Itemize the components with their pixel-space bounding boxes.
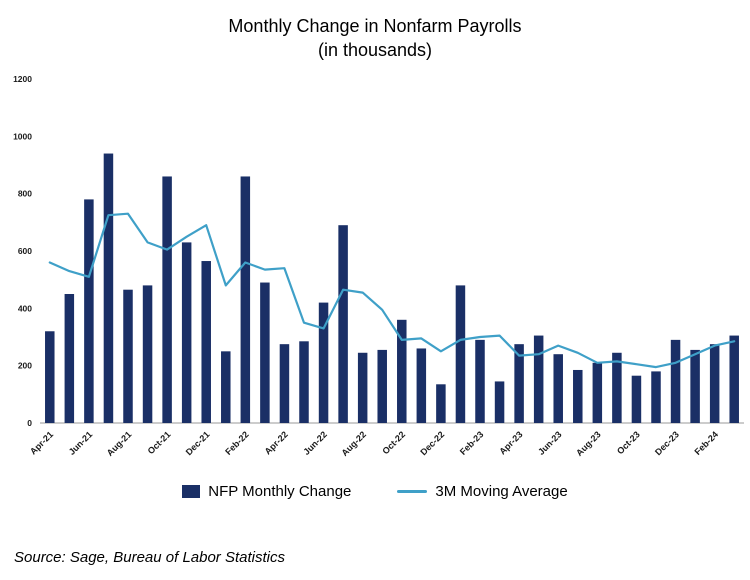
bar — [260, 282, 270, 423]
bar — [436, 383, 446, 423]
bar — [416, 348, 427, 423]
chart-title-block: Monthly Change in Nonfarm Payrolls (in t… — [0, 0, 750, 63]
bar — [651, 370, 661, 423]
moving-average-line — [48, 212, 736, 368]
bar — [181, 241, 192, 423]
bar — [631, 375, 642, 423]
x-tick-label: Jun-22 — [301, 429, 329, 457]
y-tick-label: 400 — [18, 303, 32, 313]
bar — [103, 153, 114, 423]
bar — [514, 343, 524, 423]
y-tick-label: 600 — [18, 246, 32, 256]
chart-subtitle: (in thousands) — [317, 40, 433, 61]
source-note: Source: Sage, Bureau of Labor Statistics — [14, 549, 285, 566]
x-tick-label: Dec-23 — [653, 429, 681, 457]
x-tick-label: Feb-23 — [458, 429, 486, 457]
x-tick-label: Oct-22 — [380, 429, 407, 456]
y-tick-label: 200 — [18, 360, 32, 370]
legend-item-moving-average: 3M Moving Average — [397, 482, 568, 500]
legend-item-nfp: NFP Monthly Change — [182, 483, 351, 500]
bar — [279, 343, 290, 423]
x-tick-label: Aug-21 — [105, 429, 134, 458]
x-tick-label: Feb-24 — [692, 429, 720, 457]
bar — [709, 343, 720, 423]
bar — [240, 176, 251, 423]
x-tick-label: Apr-23 — [497, 429, 524, 456]
bar-series-swatch-icon — [182, 484, 201, 498]
y-tick-label: 1000 — [13, 131, 32, 141]
x-tick-label: Feb-22 — [223, 429, 251, 457]
x-tick-label: Jun-21 — [67, 429, 95, 457]
legend-label-moving-average: 3M Moving Average — [435, 482, 568, 500]
x-tick-label: Aug-22 — [339, 429, 368, 458]
bar — [201, 260, 211, 423]
bar — [670, 339, 681, 423]
y-tick-label: 1200 — [13, 74, 32, 84]
x-tick-label: Oct-23 — [615, 429, 642, 456]
legend-label-nfp: NFP Monthly Change — [208, 482, 352, 500]
bar — [397, 319, 407, 423]
bar — [142, 284, 153, 423]
chart-title: Monthly Change in Nonfarm Payrolls — [228, 16, 522, 36]
x-tick-label: Apr-22 — [263, 429, 290, 456]
bar — [612, 352, 622, 423]
x-tick-label: Dec-21 — [184, 429, 212, 457]
bar — [123, 289, 133, 423]
bar — [553, 353, 563, 423]
y-tick-label: 0 — [27, 418, 32, 428]
bar — [592, 362, 603, 423]
bar — [64, 293, 75, 423]
bar — [573, 369, 583, 423]
x-tick-label: Jun-23 — [536, 429, 564, 457]
chart-legend: NFP Monthly Change 3M Moving Average — [0, 483, 750, 500]
bar — [338, 224, 348, 423]
bar — [377, 349, 387, 423]
bar — [475, 339, 485, 423]
payrolls-chart: 0 200 400 600 800 1000 1200 Apr-21 Jun-21 Aug-21 O… — [13, 74, 744, 458]
bar — [318, 302, 329, 423]
bar — [162, 176, 172, 423]
bar — [729, 335, 739, 423]
bar — [494, 381, 505, 423]
bar — [299, 340, 309, 423]
bar — [690, 349, 700, 423]
x-tick-label: Dec-22 — [418, 429, 446, 457]
bar — [357, 352, 368, 423]
x-tick-label: Oct-21 — [146, 429, 173, 456]
y-tick-label: 800 — [18, 188, 32, 198]
bar — [45, 330, 55, 423]
x-tick-label: Aug-23 — [574, 429, 603, 458]
bar — [84, 198, 94, 423]
line-series-swatch-icon — [397, 489, 428, 493]
bar — [455, 284, 466, 423]
bar — [533, 335, 544, 423]
x-tick-label: Apr-21 — [28, 429, 55, 456]
bar — [221, 350, 231, 423]
